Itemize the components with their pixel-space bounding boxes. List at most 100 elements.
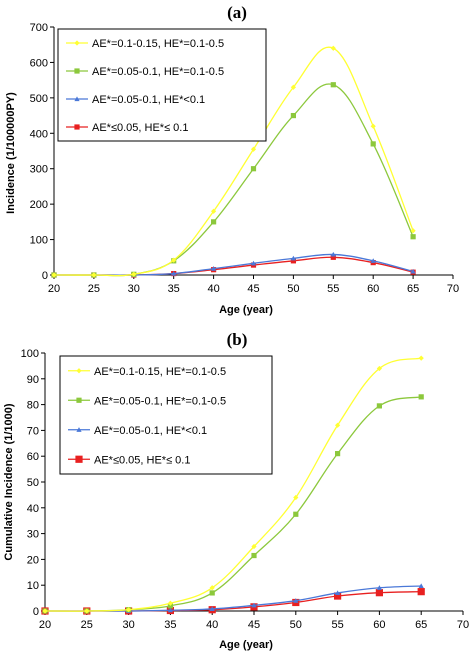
data-point <box>410 234 416 240</box>
legend-box <box>57 28 267 142</box>
y-tick-label: 20 <box>27 554 39 566</box>
legend-item: AE*=0.1-0.15, HE*=0.1-0.5 <box>68 366 226 378</box>
axes: 0 10 20 30 40 50 60 70 80 90 100 20 25 30 35 40 45 50 55 60… <box>21 348 469 631</box>
data-point <box>290 255 296 261</box>
y-tick-label: 700 <box>30 22 48 34</box>
data-point <box>209 585 215 591</box>
y-tick-label: 600 <box>30 57 48 69</box>
data-point <box>418 355 424 361</box>
data-point <box>370 123 376 129</box>
series-line <box>45 585 422 612</box>
legend-marker <box>74 124 80 130</box>
data-point <box>418 583 424 589</box>
data-point <box>376 585 382 590</box>
legend-marker <box>76 368 82 374</box>
x-axis-label: Age (year) <box>219 304 273 316</box>
y-tick-label: 70 <box>27 425 39 437</box>
y-tick-label: 400 <box>30 128 48 140</box>
legend: AE*=0.1-0.15, HE*=0.1-0.5 AE*=0.05-0.1, H… <box>59 355 273 475</box>
data-point <box>91 272 97 278</box>
data-point <box>131 271 137 277</box>
legend-marker <box>76 397 82 403</box>
data-point <box>330 251 336 257</box>
x-tick-label: 70 <box>457 619 469 631</box>
data-point <box>334 592 342 600</box>
y-tick-label: 200 <box>30 199 48 211</box>
x-tick-label: 40 <box>207 283 219 295</box>
chart-title: (a) <box>227 3 247 22</box>
data-point <box>293 511 299 517</box>
y-tick-label: 100 <box>30 235 48 247</box>
series-layer <box>51 45 416 278</box>
data-point <box>335 590 341 596</box>
x-tick-label: 25 <box>81 619 93 631</box>
data-point <box>330 82 336 88</box>
data-point <box>171 270 177 276</box>
data-point <box>370 258 376 263</box>
legend-item: AE*=0.05-0.1, HE*=0.1-0.5 <box>68 395 226 407</box>
data-point <box>418 394 424 400</box>
chart-panel-b: (b) Cumulative Incidence (1/1000) Age (y… <box>3 330 469 651</box>
data-point <box>335 422 341 428</box>
x-tick-label: 65 <box>415 619 427 631</box>
data-point <box>84 608 90 614</box>
data-point <box>330 254 336 260</box>
legend-box <box>59 355 273 475</box>
data-point <box>211 208 217 214</box>
data-point <box>211 266 217 271</box>
data-point <box>410 228 416 234</box>
legend-marker <box>74 68 80 74</box>
legend-item: AE*=0.05-0.1, HE*<0.1 <box>68 425 207 437</box>
legend: AE*=0.1-0.15, HE*=0.1-0.5 AE*=0.05-0.1, H… <box>57 28 267 142</box>
legend-label: AE*=0.1-0.15, HE*=0.1-0.5 <box>92 38 224 50</box>
data-point <box>167 607 173 613</box>
series-line <box>45 591 422 612</box>
legend-label: AE*≤0.05, HE*≤ 0.1 <box>92 122 188 134</box>
x-tick-label: 45 <box>247 283 259 295</box>
x-tick-label: 55 <box>331 619 343 631</box>
x-tick-label: 35 <box>164 619 176 631</box>
x-tick-label: 25 <box>88 283 100 295</box>
x-tick-label: 50 <box>287 283 299 295</box>
y-tick-label: 500 <box>30 93 48 105</box>
data-point <box>250 166 257 172</box>
series-line <box>53 46 414 277</box>
legend-label: AE*=0.05-0.1, HE*=0.1-0.5 <box>94 395 226 407</box>
series-3 <box>51 251 416 278</box>
data-point <box>209 606 215 612</box>
legend-item: AE*≤0.05, HE*≤ 0.1 <box>68 454 190 466</box>
y-tick-label: 0 <box>33 606 39 618</box>
data-point <box>417 588 425 596</box>
series-line <box>53 253 414 276</box>
series-1 <box>42 355 424 614</box>
x-tick-label: 70 <box>447 283 459 295</box>
x-tick-label: 50 <box>290 619 302 631</box>
y-axis-label: Incidence (1/100000PY) <box>5 92 17 214</box>
data-point <box>376 365 382 372</box>
legend-marker <box>75 455 83 463</box>
y-tick-label: 40 <box>27 503 39 515</box>
y-tick-label: 80 <box>27 400 39 412</box>
data-point <box>290 258 296 264</box>
x-tick-label: 30 <box>122 619 134 631</box>
data-point <box>167 600 173 606</box>
chart-panel-a: (a) Incidence (1/100000PY) Age (year) 0 1… <box>5 3 459 316</box>
legend-label: AE*≤0.05, HE*≤ 0.1 <box>94 454 190 466</box>
x-tick-label: 55 <box>327 283 339 295</box>
data-point <box>290 112 296 119</box>
y-tick-label: 60 <box>27 451 39 463</box>
legend-label: AE*=0.1-0.15, HE*=0.1-0.5 <box>94 366 226 378</box>
y-tick-label: 10 <box>27 580 39 592</box>
x-tick-label: 40 <box>206 619 218 631</box>
axes: 0 100 200 300 400 500 600 700 20 25 30 35 40 45 50 55 60… <box>30 22 459 295</box>
x-tick-label: 65 <box>407 283 419 295</box>
legend-label: AE*=0.05-0.1, HE*<0.1 <box>94 425 207 437</box>
y-tick-label: 90 <box>27 374 39 386</box>
data-point <box>293 494 299 501</box>
data-point <box>171 257 177 263</box>
data-point <box>293 598 299 603</box>
x-tick-label: 60 <box>367 283 379 295</box>
legend-item: AE*=0.05-0.1, HE*=0.1-0.5 <box>66 66 224 78</box>
chart-title: (b) <box>227 330 248 349</box>
